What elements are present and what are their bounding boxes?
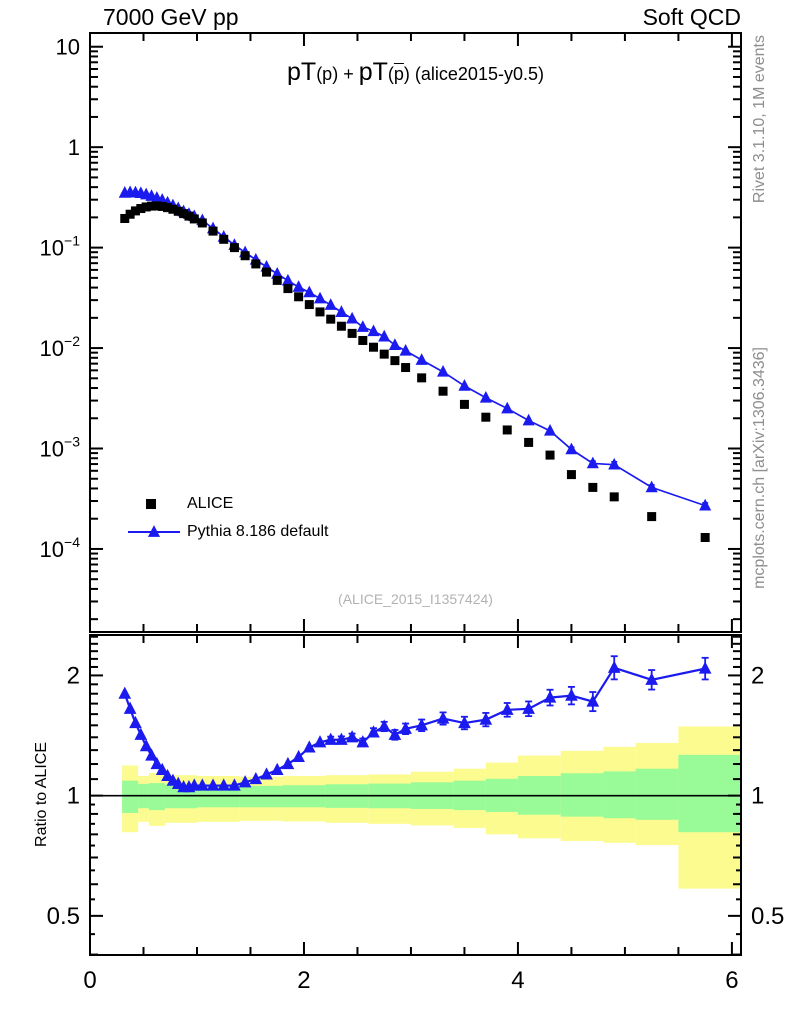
- ratio-axis-label: Ratio to ALICE: [33, 742, 50, 847]
- svg-text:10−3: 10−3: [40, 434, 81, 462]
- svg-text:2: 2: [751, 662, 764, 689]
- title-segment: p: [393, 64, 404, 84]
- axis-tick-labels: 10 1 10−1 10−2 10−3 10−4 2 2 1 1 0.5 0.5 0 2 4 6: [40, 35, 785, 994]
- title-segment: +: [338, 64, 359, 84]
- legend-label-pythia: Pythia 8.186 default: [187, 523, 329, 540]
- process-group-label: Soft QCD: [642, 4, 741, 30]
- green-band-segment: [603, 771, 636, 819]
- green-band-segment: [148, 783, 165, 811]
- title-segment: ): [403, 64, 410, 84]
- svg-text:10−4: 10−4: [40, 534, 81, 562]
- pythia-series: [118, 185, 712, 511]
- beam-energy-label: 7000 GeV pp: [103, 4, 239, 30]
- svg-text:0.5: 0.5: [751, 903, 784, 930]
- svg-text:0: 0: [83, 967, 96, 994]
- title-segment: pT: [358, 58, 388, 86]
- svg-text:10−1: 10−1: [40, 233, 81, 261]
- green-band-segment: [635, 768, 679, 820]
- svg-text:2: 2: [67, 662, 80, 689]
- axes-frames-ticks: [89, 32, 742, 956]
- svg-text:10: 10: [56, 35, 80, 60]
- title-segment: (: [387, 64, 394, 84]
- green-band-segment: [239, 785, 283, 808]
- green-band-segment: [122, 780, 139, 813]
- alice-series: [120, 201, 710, 543]
- analysis-id-watermark: (ALICE_2015_I1357424): [338, 591, 493, 607]
- legend-label-alice: ALICE: [187, 495, 234, 512]
- uncertainty-bands: [122, 726, 741, 889]
- ratio-series: [118, 655, 712, 793]
- plot-title: pT(p) + pT(p) (alice2015-y0.5): [90, 60, 741, 85]
- legend-markers: [128, 499, 180, 537]
- green-band-segment: [678, 754, 741, 833]
- svg-text:10−2: 10−2: [40, 333, 81, 361]
- svg-text:4: 4: [511, 967, 524, 994]
- title-segment: (alice2015-y0.5): [409, 64, 544, 84]
- svg-text:1: 1: [751, 783, 764, 810]
- svg-text:0.5: 0.5: [47, 903, 80, 930]
- svg-text:2: 2: [297, 967, 310, 994]
- rivet-version-caption: Rivet 3.1.10, 1M events: [751, 35, 768, 204]
- svg-text:6: 6: [725, 967, 738, 994]
- mcplots-reference-caption: mcplots.cern.ch [arXiv:1306.3436]: [751, 347, 768, 589]
- svg-text:1: 1: [67, 783, 80, 810]
- title-segment: pT: [287, 58, 317, 86]
- svg-text:1: 1: [68, 135, 80, 160]
- title-segment: (p): [316, 64, 339, 84]
